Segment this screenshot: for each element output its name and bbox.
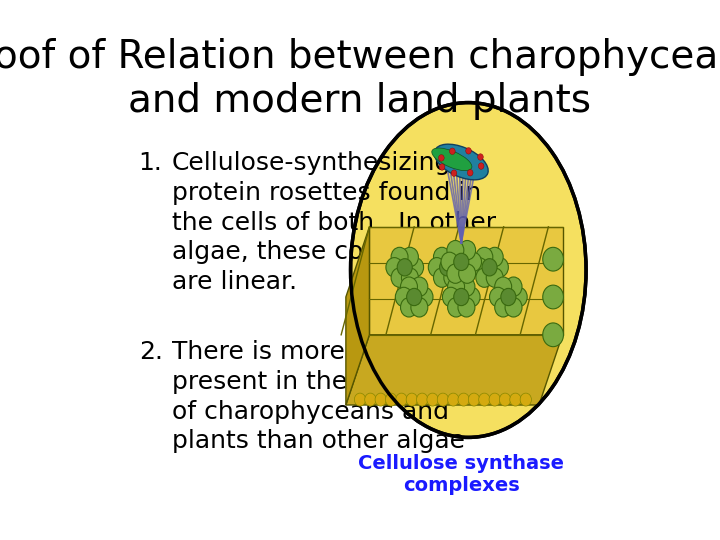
Circle shape [500, 393, 510, 406]
Circle shape [454, 288, 469, 306]
Circle shape [468, 393, 480, 406]
Circle shape [505, 298, 522, 317]
Text: 1.: 1. [139, 151, 163, 175]
Polygon shape [346, 335, 562, 405]
Circle shape [505, 277, 522, 296]
Circle shape [466, 147, 472, 154]
Circle shape [448, 393, 459, 406]
Circle shape [471, 258, 487, 277]
Circle shape [427, 393, 438, 406]
Circle shape [479, 393, 490, 406]
Circle shape [464, 252, 482, 272]
Circle shape [543, 323, 564, 347]
Polygon shape [369, 227, 562, 335]
Circle shape [439, 164, 445, 170]
Circle shape [400, 277, 418, 296]
Circle shape [449, 258, 466, 277]
Polygon shape [346, 227, 369, 405]
Circle shape [406, 393, 418, 406]
Circle shape [385, 393, 397, 406]
Circle shape [437, 393, 449, 406]
Circle shape [441, 252, 458, 272]
Circle shape [444, 247, 461, 267]
Circle shape [489, 393, 500, 406]
Circle shape [459, 264, 476, 284]
Circle shape [447, 240, 464, 260]
Circle shape [396, 393, 407, 406]
Ellipse shape [434, 144, 488, 180]
Circle shape [444, 268, 461, 287]
Circle shape [495, 277, 512, 296]
Circle shape [454, 253, 469, 271]
Circle shape [433, 247, 451, 267]
Circle shape [442, 287, 459, 307]
Circle shape [510, 393, 521, 406]
Circle shape [416, 393, 428, 406]
Circle shape [458, 298, 475, 317]
Circle shape [365, 393, 376, 406]
Circle shape [448, 277, 464, 296]
Circle shape [490, 287, 506, 307]
Circle shape [402, 247, 418, 267]
Circle shape [495, 298, 512, 317]
Ellipse shape [351, 103, 586, 437]
Text: Cellulose-synthesizing
protein rosettes found in
the cells of both.  In other
al: Cellulose-synthesizing protein rosettes … [171, 151, 496, 294]
Circle shape [433, 268, 451, 287]
Circle shape [375, 393, 387, 406]
Circle shape [449, 148, 455, 154]
Circle shape [354, 393, 366, 406]
Circle shape [501, 288, 516, 306]
Circle shape [416, 287, 433, 307]
Circle shape [411, 298, 428, 317]
Circle shape [397, 259, 413, 276]
Circle shape [543, 285, 564, 309]
Circle shape [459, 240, 476, 260]
Circle shape [391, 247, 408, 267]
Text: Cellulose synthase
complexes: Cellulose synthase complexes [359, 454, 564, 495]
Circle shape [482, 259, 497, 276]
Circle shape [407, 288, 422, 306]
Circle shape [486, 268, 503, 287]
Circle shape [407, 258, 423, 277]
Circle shape [402, 268, 418, 287]
Circle shape [477, 154, 483, 160]
Text: Proof of Relation between charophyceans
and modern land plants: Proof of Relation between charophyceans … [0, 38, 720, 120]
Circle shape [478, 163, 484, 170]
Circle shape [386, 258, 403, 277]
Text: There is more cellulose
present in the cell walls
of charophyceans and
plants th: There is more cellulose present in the c… [171, 340, 469, 453]
Circle shape [451, 170, 456, 177]
Circle shape [463, 287, 480, 307]
Circle shape [458, 393, 469, 406]
Circle shape [440, 259, 454, 276]
Circle shape [391, 268, 408, 287]
Circle shape [486, 247, 503, 267]
Circle shape [492, 258, 508, 277]
Circle shape [520, 393, 531, 406]
Circle shape [448, 298, 464, 317]
Text: 2.: 2. [139, 340, 163, 364]
Circle shape [476, 247, 492, 267]
Circle shape [467, 170, 473, 176]
Circle shape [458, 277, 475, 296]
Circle shape [438, 154, 444, 161]
Circle shape [400, 298, 418, 317]
Circle shape [447, 264, 464, 284]
Circle shape [428, 258, 445, 277]
Ellipse shape [432, 148, 472, 171]
Circle shape [510, 287, 527, 307]
Circle shape [395, 287, 413, 307]
Circle shape [543, 247, 564, 271]
Circle shape [476, 268, 492, 287]
Circle shape [411, 277, 428, 296]
